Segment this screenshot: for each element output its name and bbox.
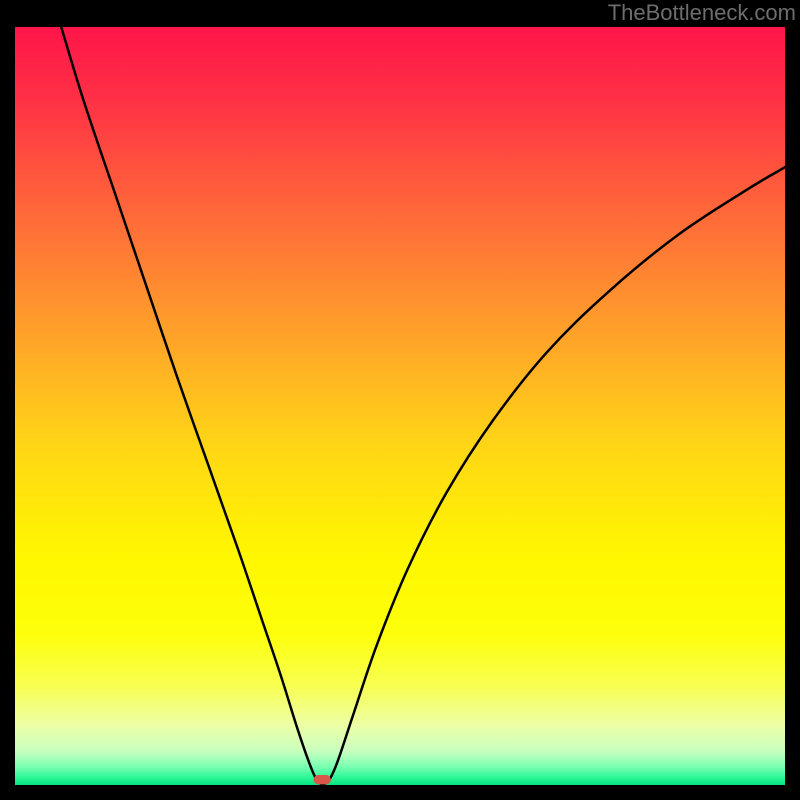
watermark-text: TheBottleneck.com	[608, 0, 796, 26]
plot-area	[15, 27, 785, 785]
optimum-marker	[314, 776, 330, 784]
chart-container: TheBottleneck.com	[0, 0, 800, 800]
plot-background	[15, 27, 785, 785]
